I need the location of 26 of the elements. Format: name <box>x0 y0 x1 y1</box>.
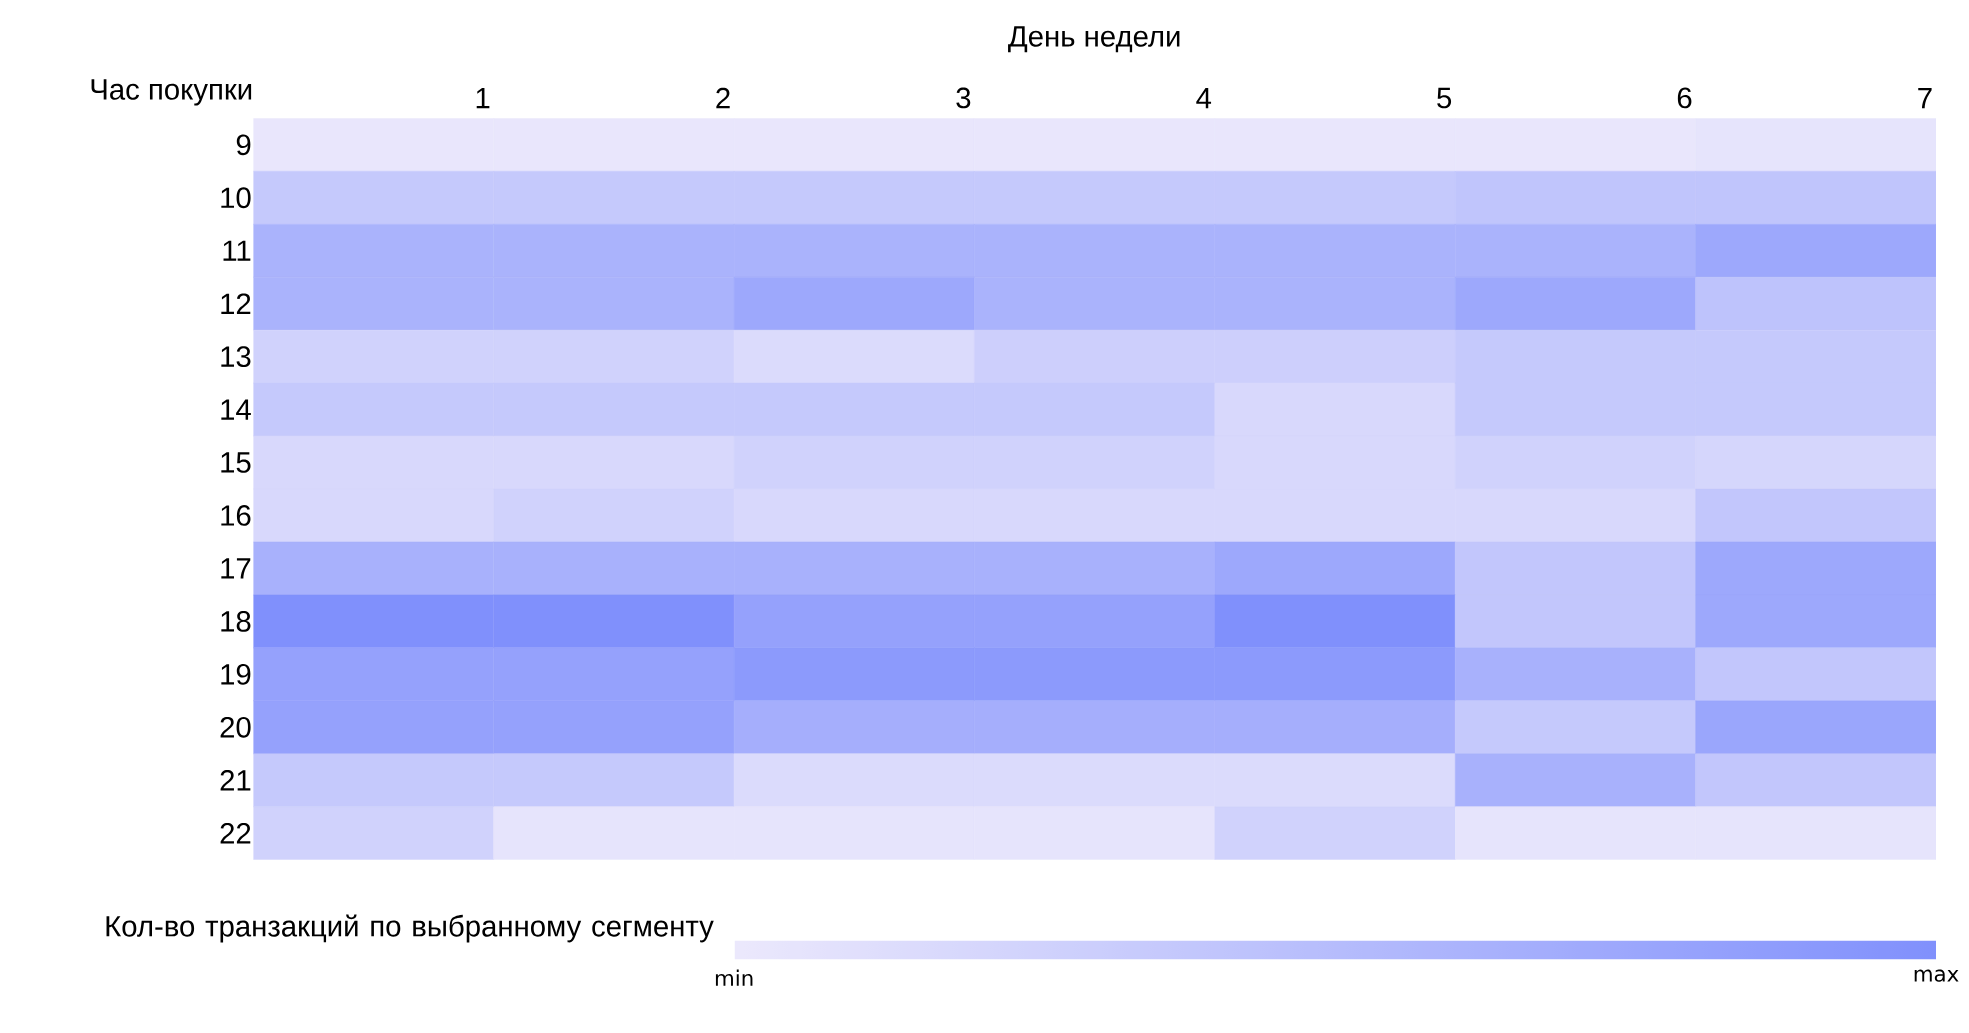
y-tick-label: 16 <box>221 505 251 526</box>
y-tick-label: 20 <box>220 716 251 738</box>
x-tick-label: 5 <box>1437 87 1452 109</box>
y-tick-label: 19 <box>221 663 251 685</box>
y-tick-label: 22 <box>220 822 251 844</box>
x-tick-label: 4 <box>1196 88 1212 109</box>
y-tick-label: 17 <box>221 558 251 579</box>
x-tick-label: 1 <box>476 88 490 109</box>
chart-title: День недели <box>1008 26 1180 53</box>
y-tick-label: 13 <box>221 346 251 368</box>
color-bar-label: max <box>1914 969 1959 982</box>
y-tick-label: 18 <box>221 610 251 632</box>
x-tick-label: 7 <box>1918 88 1932 109</box>
x-tick-label: 6 <box>1677 87 1692 109</box>
y-tick-label: 15 <box>221 452 251 473</box>
y-axis-title: Час покупки <box>91 79 252 106</box>
y-tick-label: 9 <box>236 134 251 156</box>
color-bar-label: min <box>715 969 753 986</box>
y-tick-label: 12 <box>221 293 251 314</box>
y-tick-label: 10 <box>221 187 251 209</box>
y-tick-label: 14 <box>221 399 251 420</box>
color-bar-title: Кол-во транзакций по выбранному сегменту <box>106 914 714 943</box>
y-tick-label: 11 <box>223 240 251 261</box>
y-tick-label: 21 <box>220 769 251 791</box>
x-tick-label: 2 <box>716 87 730 109</box>
x-tick-label: 3 <box>956 87 971 109</box>
